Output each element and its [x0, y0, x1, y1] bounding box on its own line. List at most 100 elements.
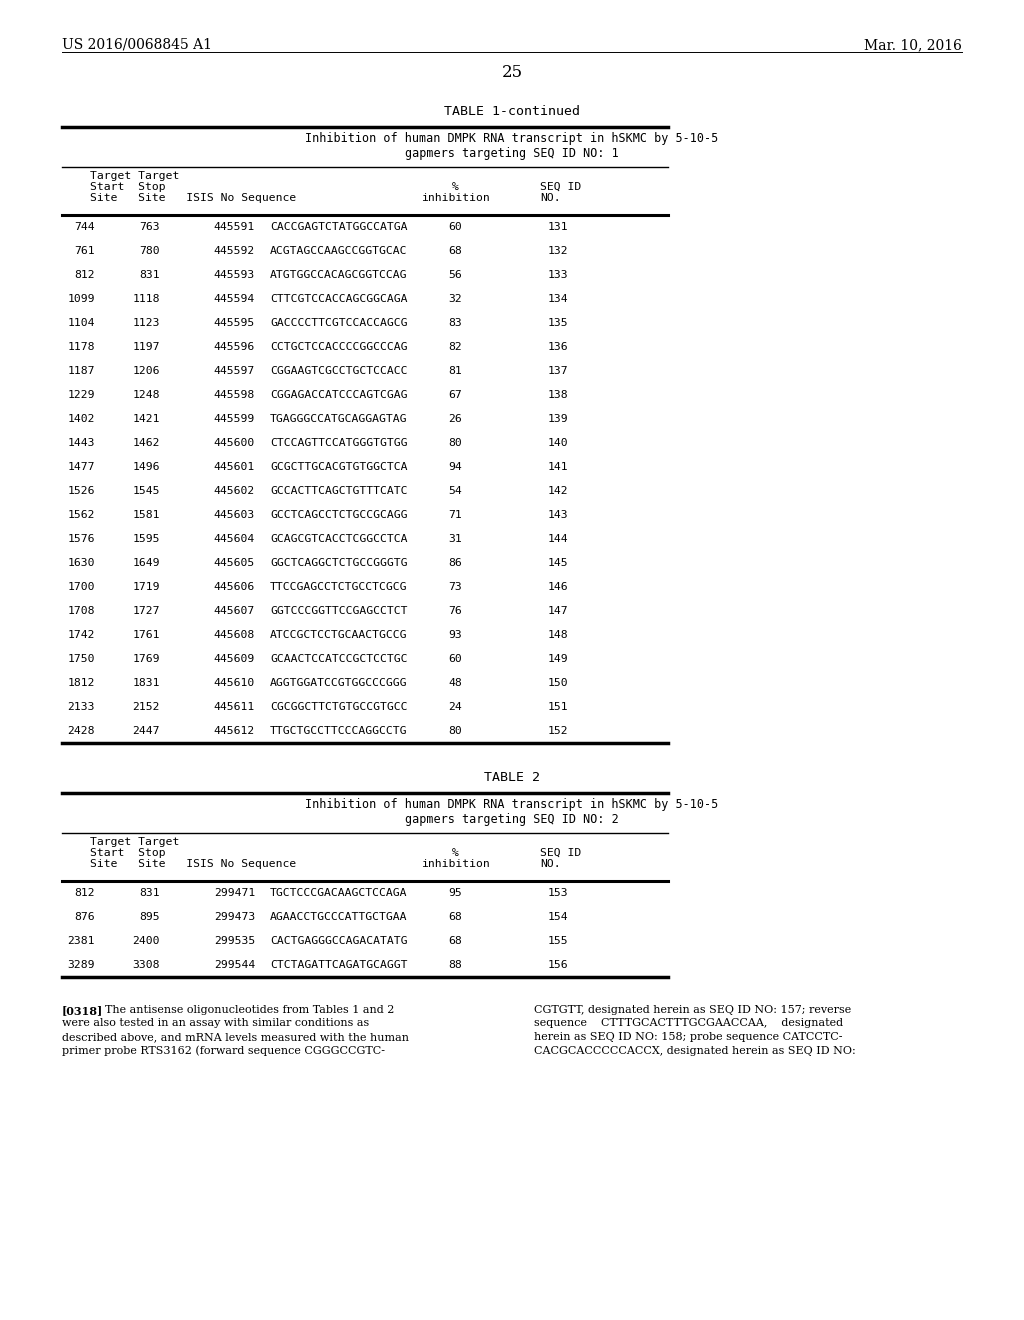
Text: 143: 143 — [548, 510, 568, 520]
Text: 761: 761 — [75, 246, 95, 256]
Text: 445595: 445595 — [214, 318, 255, 327]
Text: 445609: 445609 — [214, 653, 255, 664]
Text: 1104: 1104 — [68, 318, 95, 327]
Text: 32: 32 — [449, 294, 462, 304]
Text: 445602: 445602 — [214, 486, 255, 496]
Text: 1443: 1443 — [68, 438, 95, 447]
Text: GGCTCAGGCTCTGCCGGGTG: GGCTCAGGCTCTGCCGGGTG — [270, 558, 408, 568]
Text: 445591: 445591 — [214, 222, 255, 232]
Text: AGAACCTGCCCATTGCTGAA: AGAACCTGCCCATTGCTGAA — [270, 912, 408, 921]
Text: 139: 139 — [548, 414, 568, 424]
Text: were also tested in an assay with similar conditions as: were also tested in an assay with simila… — [62, 1019, 370, 1028]
Text: 138: 138 — [548, 389, 568, 400]
Text: 1248: 1248 — [132, 389, 160, 400]
Text: 812: 812 — [75, 888, 95, 898]
Text: 3308: 3308 — [132, 960, 160, 970]
Text: 73: 73 — [449, 582, 462, 591]
Text: sequence    CTTTGCACTTTGCGAACCAA,    designated: sequence CTTTGCACTTTGCGAACCAA, designate… — [534, 1019, 843, 1028]
Text: TABLE 2: TABLE 2 — [484, 771, 540, 784]
Text: 68: 68 — [449, 936, 462, 946]
Text: 1187: 1187 — [68, 366, 95, 376]
Text: TGCTCCCGACAAGCTCCAGA: TGCTCCCGACAAGCTCCAGA — [270, 888, 408, 898]
Text: TGAGGGCCATGCAGGAGTAG: TGAGGGCCATGCAGGAGTAG — [270, 414, 408, 424]
Text: 147: 147 — [548, 606, 568, 616]
Text: 895: 895 — [139, 912, 160, 921]
Text: 83: 83 — [449, 318, 462, 327]
Text: 1118: 1118 — [132, 294, 160, 304]
Text: 1206: 1206 — [132, 366, 160, 376]
Text: 2152: 2152 — [132, 702, 160, 711]
Text: CACTGAGGGCCAGACATATG: CACTGAGGGCCAGACATATG — [270, 936, 408, 946]
Text: 86: 86 — [449, 558, 462, 568]
Text: 299473: 299473 — [214, 912, 255, 921]
Text: Start  Stop: Start Stop — [90, 847, 166, 858]
Text: %: % — [452, 182, 459, 191]
Text: 132: 132 — [548, 246, 568, 256]
Text: 148: 148 — [548, 630, 568, 640]
Text: NO.: NO. — [540, 859, 560, 869]
Text: 1229: 1229 — [68, 389, 95, 400]
Text: 1197: 1197 — [132, 342, 160, 352]
Text: 445601: 445601 — [214, 462, 255, 473]
Text: 1526: 1526 — [68, 486, 95, 496]
Text: 142: 142 — [548, 486, 568, 496]
Text: 68: 68 — [449, 246, 462, 256]
Text: 135: 135 — [548, 318, 568, 327]
Text: 445608: 445608 — [214, 630, 255, 640]
Text: 1649: 1649 — [132, 558, 160, 568]
Text: 1545: 1545 — [132, 486, 160, 496]
Text: 1477: 1477 — [68, 462, 95, 473]
Text: Start  Stop: Start Stop — [90, 182, 166, 191]
Text: 2447: 2447 — [132, 726, 160, 737]
Text: 1750: 1750 — [68, 653, 95, 664]
Text: 1402: 1402 — [68, 414, 95, 424]
Text: 95: 95 — [449, 888, 462, 898]
Text: 299535: 299535 — [214, 936, 255, 946]
Text: 68: 68 — [449, 912, 462, 921]
Text: 780: 780 — [139, 246, 160, 256]
Text: herein as SEQ ID NO: 158; probe sequence CATCCTC-: herein as SEQ ID NO: 158; probe sequence… — [534, 1032, 843, 1041]
Text: 2400: 2400 — [132, 936, 160, 946]
Text: 60: 60 — [449, 222, 462, 232]
Text: CGCGGCTTCTGTGCCGTGCC: CGCGGCTTCTGTGCCGTGCC — [270, 702, 408, 711]
Text: 149: 149 — [548, 653, 568, 664]
Text: 76: 76 — [449, 606, 462, 616]
Text: 80: 80 — [449, 438, 462, 447]
Text: 25: 25 — [502, 63, 522, 81]
Text: 445593: 445593 — [214, 271, 255, 280]
Text: 763: 763 — [139, 222, 160, 232]
Text: 2428: 2428 — [68, 726, 95, 737]
Text: 1769: 1769 — [132, 653, 160, 664]
Text: CTCTAGATTCAGATGCAGGT: CTCTAGATTCAGATGCAGGT — [270, 960, 408, 970]
Text: 445598: 445598 — [214, 389, 255, 400]
Text: 1727: 1727 — [132, 606, 160, 616]
Text: 146: 146 — [548, 582, 568, 591]
Text: 1421: 1421 — [132, 414, 160, 424]
Text: 445599: 445599 — [214, 414, 255, 424]
Text: 445594: 445594 — [214, 294, 255, 304]
Text: 81: 81 — [449, 366, 462, 376]
Text: 1123: 1123 — [132, 318, 160, 327]
Text: GCAGCGTCACCTCGGCCTCA: GCAGCGTCACCTCGGCCTCA — [270, 535, 408, 544]
Text: GACCCCTTCGTCCACCAGCG: GACCCCTTCGTCCACCAGCG — [270, 318, 408, 327]
Text: 1831: 1831 — [132, 678, 160, 688]
Text: CGGAGACCATCCCAGTCGAG: CGGAGACCATCCCAGTCGAG — [270, 389, 408, 400]
Text: primer probe RTS3162 (forward sequence CGGGCCGTC-: primer probe RTS3162 (forward sequence C… — [62, 1045, 385, 1056]
Text: 140: 140 — [548, 438, 568, 447]
Text: described above, and mRNA levels measured with the human: described above, and mRNA levels measure… — [62, 1032, 409, 1041]
Text: 1462: 1462 — [132, 438, 160, 447]
Text: 1812: 1812 — [68, 678, 95, 688]
Text: CTCCAGTTCCATGGGTGTGG: CTCCAGTTCCATGGGTGTGG — [270, 438, 408, 447]
Text: ATCCGCTCCTGCAACTGCCG: ATCCGCTCCTGCAACTGCCG — [270, 630, 408, 640]
Text: 1576: 1576 — [68, 535, 95, 544]
Text: 812: 812 — [75, 271, 95, 280]
Text: 137: 137 — [548, 366, 568, 376]
Text: CGTGTT, designated herein as SEQ ID NO: 157; reverse: CGTGTT, designated herein as SEQ ID NO: … — [534, 1005, 851, 1015]
Text: 445611: 445611 — [214, 702, 255, 711]
Text: 831: 831 — [139, 888, 160, 898]
Text: TABLE 1-continued: TABLE 1-continued — [444, 106, 580, 117]
Text: 445604: 445604 — [214, 535, 255, 544]
Text: 876: 876 — [75, 912, 95, 921]
Text: CACGCACCCCCACCX, designated herein as SEQ ID NO:: CACGCACCCCCACCX, designated herein as SE… — [534, 1045, 856, 1056]
Text: 445612: 445612 — [214, 726, 255, 737]
